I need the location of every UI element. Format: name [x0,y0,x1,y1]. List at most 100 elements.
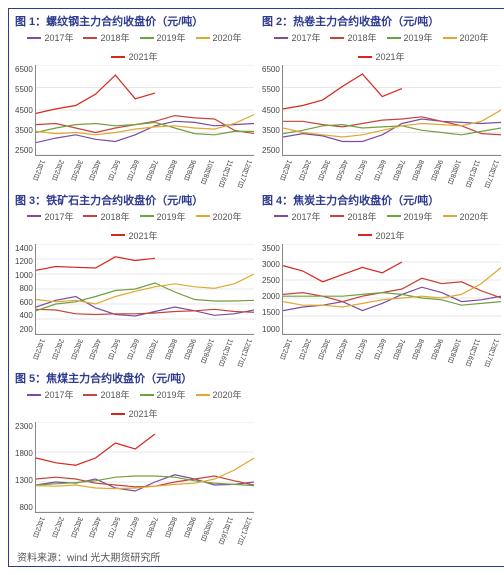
legend-swatch [83,37,97,39]
legend-label: 2019年 [157,388,186,401]
legend-swatch [196,37,210,39]
x-axis: 1月2日2月2日3月5日4月5日5月7日6月7日7月8日8月8日9月8日10月8… [284,337,501,367]
x-tick: 6月7日 [121,158,141,189]
x-tick: 9月8日 [424,158,444,189]
legend-swatch [274,37,288,39]
plot-wrap: 140012001000800600400200 [15,244,254,335]
y-axis: 65005500450035002500 [262,65,282,155]
legend-label: 2020年 [213,210,242,223]
y-axis: 65005500450035002500 [15,65,35,155]
legend-swatch [111,234,125,236]
x-tick: 6月7日 [121,337,141,368]
legend-item: 2017年 [274,210,320,223]
x-tick: 11月16日 [215,337,235,368]
legend-item: 2020年 [443,210,489,223]
charts-panel: 图 1：螺纹钢主力合约收盘价（元/吨） 2017年 2018年 2019年 2020年 2… [8,8,504,567]
x-tick: 8月8日 [159,158,179,189]
plot-wrap: 65005500450035002500 [262,65,501,156]
y-tick: 3000 [262,260,280,269]
x-tick: 8月8日 [406,337,426,368]
y-tick: 3500 [262,126,280,135]
legend-item: 2017年 [27,388,73,401]
legend-swatch [358,234,372,236]
x-tick: 2月2日 [293,158,313,189]
x-tick: 9月8日 [424,337,444,368]
legend-label: 2017年 [291,31,320,44]
x-tick: 9月8日 [177,158,197,189]
legend-swatch [330,215,344,217]
y-tick: 1800 [15,449,33,458]
legend-item: 2017年 [274,31,320,44]
legend-item: 2020年 [196,388,242,401]
x-tick: 2月2日 [46,337,66,368]
x-tick: 12月17日 [234,515,254,546]
y-tick: 2300 [15,422,33,431]
chart-c4: 图 4：焦炭主力合约收盘价（元/吨）2017年2018年2019年2020年20… [262,192,501,367]
plot-area [282,244,501,335]
series-line [36,434,155,465]
legend: 2017年 2018年 2019年 2020年 2021年 [262,210,501,242]
legend-swatch [387,215,401,217]
legend-swatch [27,394,41,396]
x-tick: 1月2日 [274,337,294,368]
legend-label: 2017年 [44,31,73,44]
legend-swatch [140,37,154,39]
legend: 2017年2018年2019年2020年2021年 [15,210,254,242]
x-tick: 5月7日 [349,158,369,189]
chart-title: 图 4：焦炭主力合约收盘价（元/吨） [262,192,501,208]
y-tick: 600 [19,298,32,307]
legend-item: 2021年 [358,229,404,242]
y-tick: 6500 [262,65,280,74]
x-axis: 1月2日2月2日3月5日4月5日5月7日6月7日7月8日8月8日9月8日10月8… [37,515,254,545]
charts-grid: 图 1：螺纹钢主力合约收盘价（元/吨） 2017年 2018年 2019年 2020年 2… [15,13,501,545]
legend-item: 2018年 [83,210,129,223]
legend-label: 2020年 [460,210,489,223]
legend-swatch [196,394,210,396]
x-tick: 7月8日 [140,337,160,368]
y-tick: 800 [19,284,32,293]
legend-item: 2019年 [387,210,433,223]
y-axis: 350030002500200015001000 [262,244,282,334]
x-tick: 10月8日 [443,337,463,368]
x-tick: 7月8日 [387,158,407,189]
y-tick: 4500 [15,106,33,115]
legend: 2017年2018年2019年2020年2021年 [262,31,501,63]
legend-item: 2017年 [27,31,73,44]
plot-area [35,244,254,335]
legend-label: 2019年 [157,210,186,223]
x-tick: 7月8日 [140,515,160,546]
x-tick: 2月2日 [46,515,66,546]
legend-item: 2019年 [140,388,186,401]
x-tick: 3月5日 [312,158,332,189]
legend-label: 2021年 [128,407,157,420]
x-tick: 3月5日 [65,158,85,189]
legend-label: 2018年 [347,210,376,223]
legend-item: 2021年 [111,407,157,420]
legend-swatch [27,37,41,39]
x-tick: 9月8日 [177,337,197,368]
chart-title: 图 1：螺纹钢主力合约收盘价（元/吨） [15,13,254,29]
x-tick: 11月16日 [215,515,235,546]
x-tick: 4月5日 [83,337,103,368]
x-tick: 11月16日 [215,158,235,189]
plot-area [282,65,501,156]
chart-title: 图 5：焦煤主力合约收盘价（元/吨） [15,370,254,386]
x-axis: 1月2日2月2日3月5日4月5日5月7日6月7日7月8日8月8日9月8日10月8… [37,158,254,188]
legend-swatch [443,37,457,39]
x-tick: 4月5日 [330,158,350,189]
legend-label: 2021年 [375,229,404,242]
x-tick: 10月8日 [196,515,216,546]
x-tick: 3月5日 [65,337,85,368]
x-tick: 7月8日 [387,337,407,368]
plot-area [35,65,254,156]
x-tick: 10月8日 [196,158,216,189]
y-tick: 400 [19,311,32,320]
y-tick: 2500 [262,146,280,155]
legend-label: 2021年 [375,50,404,63]
legend-swatch [330,37,344,39]
legend-item: 2021年 [358,50,404,63]
legend-item: 2018年 [83,388,129,401]
chart-c1: 图 1：螺纹钢主力合约收盘价（元/吨）2017年2018年2019年2020年2… [15,13,254,188]
legend-swatch [140,215,154,217]
x-tick: 8月8日 [159,337,179,368]
